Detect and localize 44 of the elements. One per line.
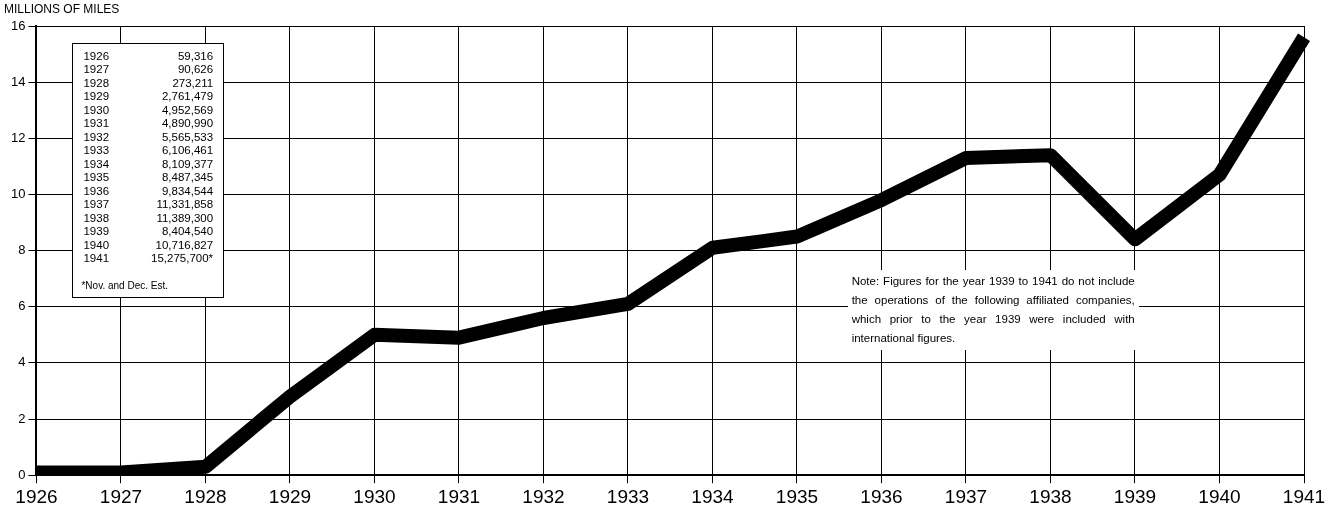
y-tick-label: 14 bbox=[10, 73, 26, 89]
y-tick-label: 16 bbox=[10, 17, 26, 33]
x-tick-label: 1931 bbox=[437, 485, 481, 507]
text: 1929 2,761,479 bbox=[83, 90, 214, 103]
x-tick-label: 1938 bbox=[1029, 485, 1072, 507]
x-tick-label: 1937 bbox=[944, 485, 988, 507]
y-tick-label: 12 bbox=[10, 129, 26, 145]
x-tick-label: 1933 bbox=[606, 485, 650, 507]
y-tick-label: 0 bbox=[18, 466, 26, 482]
text: 1931 4,890,990 bbox=[83, 117, 214, 130]
x-tick-label: 1927 bbox=[99, 485, 143, 507]
y-tick-label: 10 bbox=[10, 186, 26, 202]
y-tick-label: 4 bbox=[18, 354, 26, 370]
text: 1940 10,716,827 bbox=[83, 238, 214, 251]
x-tick-label: 1940 bbox=[1198, 485, 1241, 507]
x-tick-label: 1934 bbox=[691, 485, 735, 507]
text: 1933 6,106,461 bbox=[83, 144, 214, 157]
x-tick-label: 1935 bbox=[775, 485, 819, 507]
text: 1941 15,275,700* bbox=[83, 252, 214, 265]
text: 1935 8,487,345 bbox=[83, 171, 214, 184]
text: 1934 8,109,377 bbox=[83, 157, 214, 170]
x-tick-label: 1941 bbox=[1282, 485, 1326, 507]
x-tick-label: 1936 bbox=[860, 485, 903, 507]
text: 1932 5,565,533 bbox=[83, 130, 214, 143]
x-tick-label: 1939 bbox=[1113, 485, 1157, 507]
x-tick-label: 1926 bbox=[15, 485, 58, 507]
x-tick-label: 1932 bbox=[522, 485, 565, 507]
text: 1928 273,211 bbox=[83, 76, 214, 89]
x-tick-label: 1929 bbox=[268, 485, 312, 507]
y-axis-title: MILLIONS OF MILES bbox=[4, 2, 120, 16]
y-tick-label: 6 bbox=[18, 298, 26, 314]
annotation: Note: Figures for the year 1939 to 1941 do not include the operations of the following affiliated companies, which prior to the year 1939 were included with international figures. bbox=[847, 270, 1139, 351]
text: 1939 8,404,540 bbox=[83, 225, 214, 238]
text: 1927 90,626 bbox=[83, 63, 214, 76]
text: 1937 11,331,858 bbox=[83, 198, 214, 211]
annotation: *Nov. and Dec. Est. bbox=[81, 279, 169, 291]
text: 1936 9,834,544 bbox=[83, 184, 214, 197]
y-tick-label: 8 bbox=[18, 242, 26, 258]
y-tick-label: 2 bbox=[18, 410, 26, 426]
text: 1926 59,316 bbox=[83, 49, 214, 62]
text: 1930 4,952,569 bbox=[83, 103, 214, 116]
x-tick-label: 1930 bbox=[353, 485, 396, 507]
x-tick-label: 1928 bbox=[184, 485, 227, 507]
text: 1938 11,389,300 bbox=[83, 211, 214, 224]
